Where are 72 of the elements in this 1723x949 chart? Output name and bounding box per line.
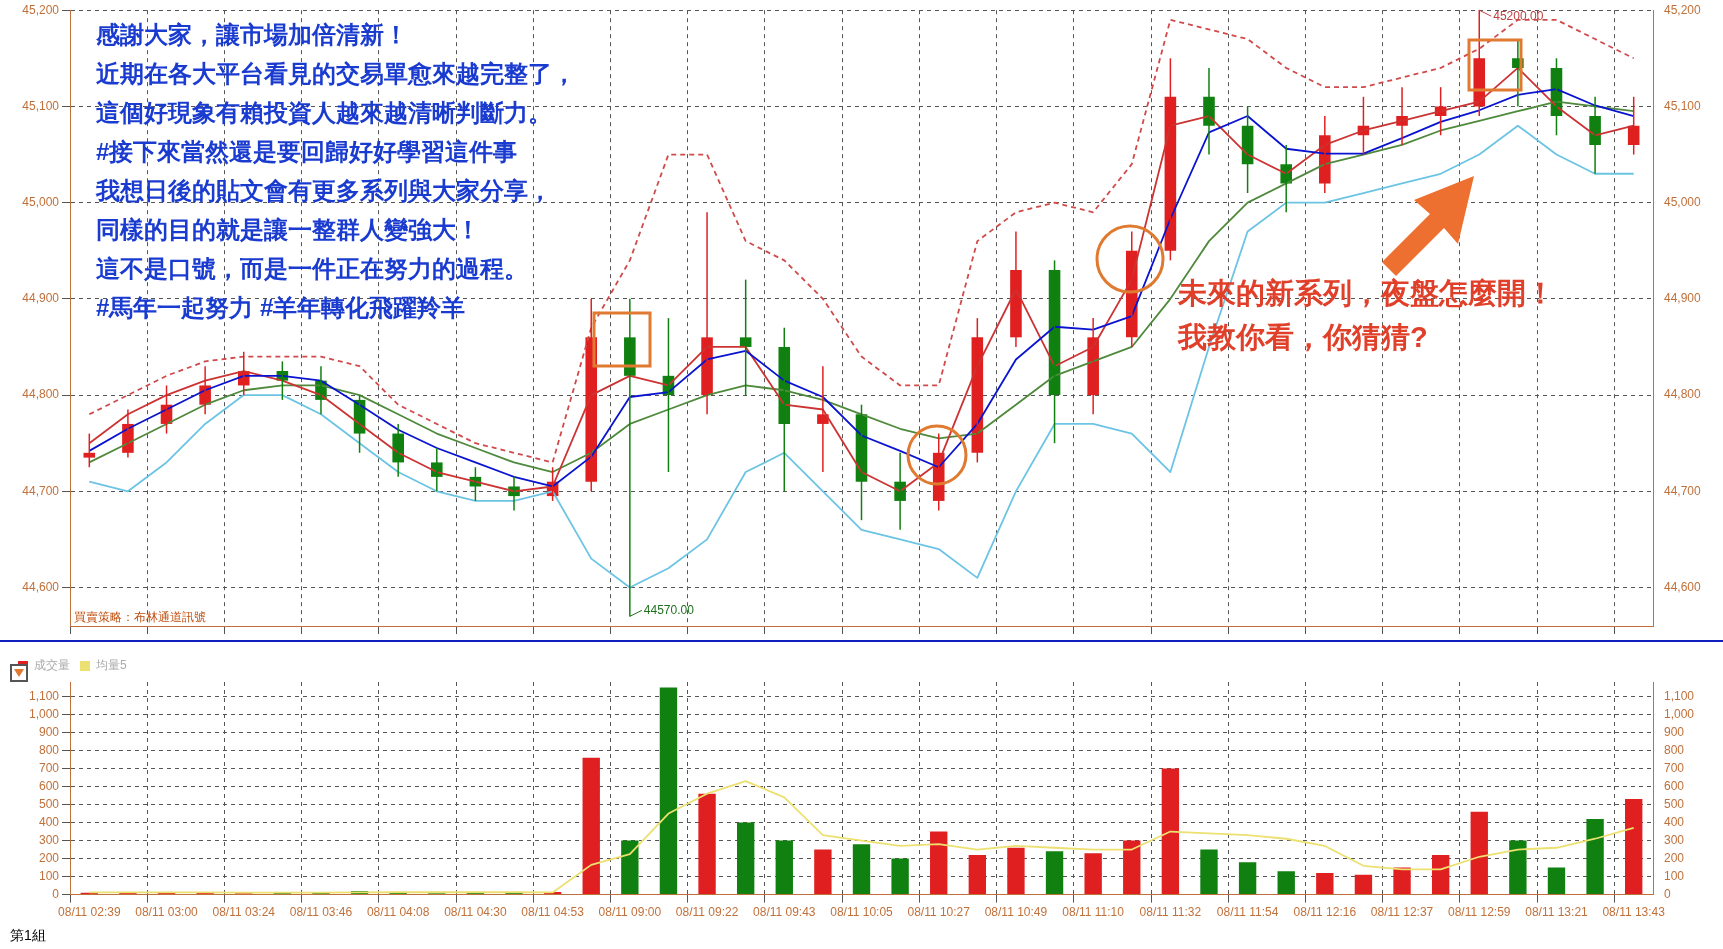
x-tick-label: 08/11 09:22 (675, 905, 739, 920)
x-tick-label: 08/11 04:30 (444, 905, 507, 920)
annotation: 44570.00 (643, 602, 695, 617)
y-tick-label: 900 (38, 724, 60, 739)
y-tick-label: 44,600 (22, 579, 60, 594)
x-tick-label: 08/11 03:46 (289, 905, 353, 920)
x-tick-label: 08/11 10:49 (984, 905, 1048, 920)
x-tick-label: 08/11 04:53 (521, 905, 585, 920)
y2-tick-label: 45,200 (1664, 2, 1702, 17)
y-tick-label: 1,100 (28, 688, 60, 703)
y2-tick-label: 100 (1664, 868, 1685, 883)
y-tick-label: 700 (38, 760, 60, 775)
y-tick-label: 200 (38, 850, 60, 865)
y-tick-label: 300 (38, 832, 60, 847)
x-tick-label: 08/11 12:59 (1448, 905, 1511, 920)
y-tick-label: 45,100 (22, 98, 60, 113)
x-tick-label: 08/11 02:39 (58, 905, 121, 920)
y-tick-label: 800 (38, 742, 60, 757)
legend-label: 成交量 (34, 658, 70, 673)
y2-tick-label: 700 (1664, 760, 1685, 775)
x-tick-label: 08/11 03:00 (135, 905, 199, 920)
y2-tick-label: 45,100 (1664, 98, 1702, 113)
y2-tick-label: 1,000 (1664, 706, 1695, 721)
x-tick-label: 08/11 11:32 (1139, 905, 1202, 920)
y-tick-label: 1,000 (28, 706, 60, 721)
annotation: 45200.00 (1493, 8, 1544, 23)
y-tick-label: 0 (52, 886, 60, 901)
y-tick-label: 100 (38, 868, 60, 883)
x-tick-label: 08/11 11:10 (1062, 905, 1125, 920)
annotation: 買賣策略：布林通道訊號 (74, 610, 206, 625)
y-tick-label: 45,000 (22, 194, 60, 209)
y-tick-label: 44,900 (22, 291, 60, 306)
annotation: #接下來當然還是要回歸好好學習這件事 (96, 137, 518, 165)
y2-tick-label: 200 (1664, 850, 1685, 865)
text: 第1組 (10, 926, 46, 943)
y2-tick-label: 44,600 (1664, 579, 1702, 594)
y2-tick-label: 44,800 (1664, 387, 1702, 402)
y2-tick-label: 1,100 (1664, 688, 1695, 703)
y2-tick-label: 44,900 (1664, 291, 1702, 306)
y2-tick-label: 45,000 (1664, 194, 1702, 209)
annotation: 我想日後的貼文會有更多系列與大家分享， (95, 176, 552, 204)
y2-tick-label: 500 (1664, 796, 1685, 811)
y2-tick-label: 400 (1664, 814, 1685, 829)
x-tick-label: 08/11 13:21 (1525, 905, 1589, 920)
x-tick-label: 08/11 11:54 (1216, 905, 1279, 920)
annotation: 同樣的目的就是讓一整群人變強大！ (96, 215, 480, 243)
y-tick-label: 45,200 (22, 2, 60, 17)
y2-tick-label: 600 (1664, 778, 1685, 793)
annotation: #馬年一起努力 #羊年轉化飛躍羚羊 (96, 293, 466, 321)
y-tick-label: 500 (38, 796, 60, 811)
x-tick-label: 08/11 09:00 (598, 905, 662, 920)
annotation: 這個好現象有賴投資人越來越清晰判斷力。 (96, 98, 552, 126)
y-tick-label: 400 (38, 814, 60, 829)
y2-tick-label: 300 (1664, 832, 1685, 847)
y-tick-label: 44,800 (22, 387, 60, 402)
y-tick-label: 44,700 (22, 483, 60, 498)
legend-label: 均量5 (95, 658, 127, 673)
y2-tick-label: 0 (1664, 886, 1671, 901)
y2-tick-label: 800 (1664, 742, 1685, 757)
x-tick-label: 08/11 04:08 (366, 905, 430, 920)
annotation: 近期在各大平台看見的交易單愈來越完整了， (96, 59, 576, 87)
x-tick-label: 08/11 10:27 (907, 905, 971, 920)
y2-tick-label: 44,700 (1664, 483, 1702, 498)
x-tick-label: 08/11 12:37 (1370, 905, 1434, 920)
y2-tick-label: 900 (1664, 724, 1685, 739)
x-tick-label: 08/11 13:43 (1602, 905, 1666, 920)
x-tick-label: 08/11 10:05 (830, 905, 894, 920)
y-tick-label: 600 (38, 778, 60, 793)
x-tick-label: 08/11 03:24 (212, 905, 276, 920)
x-tick-label: 08/11 12:16 (1293, 905, 1357, 920)
annotation: 感謝大家，讓市場加倍清新！ (95, 20, 408, 48)
x-tick-label: 08/11 09:43 (753, 905, 816, 920)
